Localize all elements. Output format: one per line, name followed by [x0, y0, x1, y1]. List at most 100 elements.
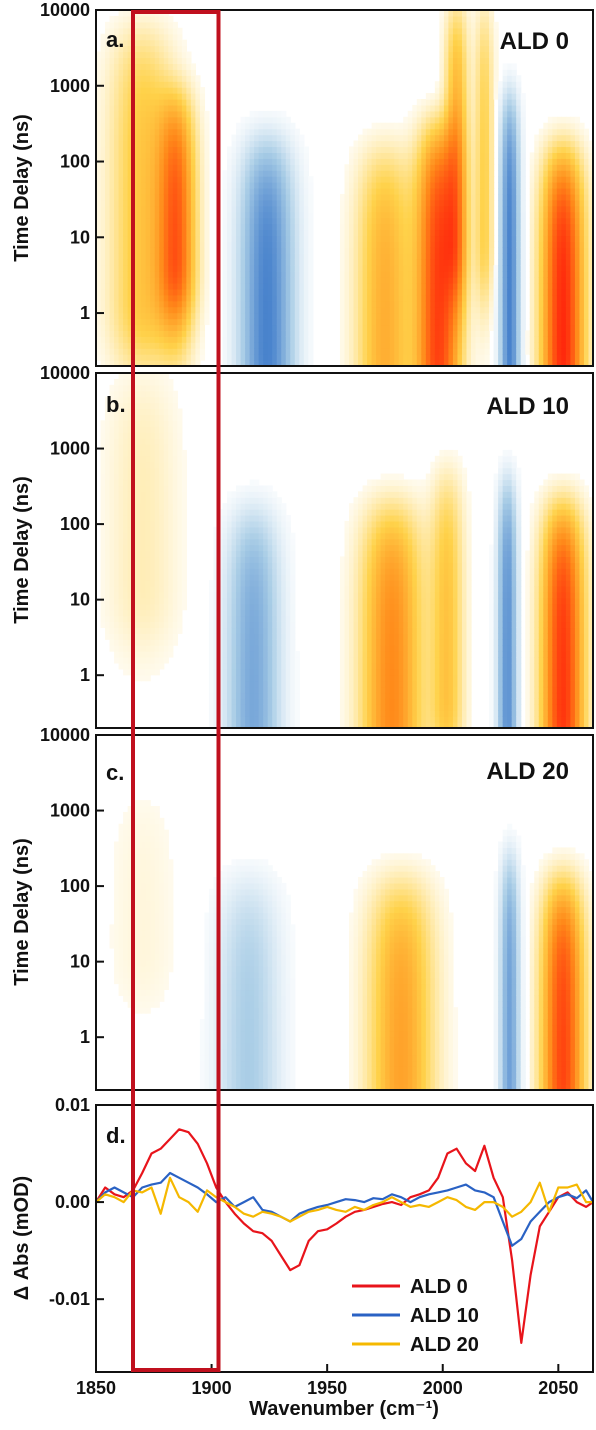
heatmap-cell — [588, 294, 593, 302]
heatmap-cell — [258, 229, 264, 237]
heatmap-cell — [376, 259, 382, 266]
heatmap-cell — [127, 294, 133, 302]
heatmap-cell — [547, 294, 553, 302]
heatmap-cell — [227, 330, 233, 337]
heatmap-cell — [443, 69, 450, 76]
heatmap-cell — [394, 134, 400, 142]
heatmap-cell — [480, 360, 486, 366]
heatmap-cell — [516, 170, 522, 177]
heatmap-cell — [475, 93, 481, 100]
heatmap-cell — [457, 354, 463, 361]
heatmap-cell — [123, 211, 129, 219]
heatmap-cell — [150, 21, 156, 29]
heatmap-cell — [385, 336, 391, 343]
heatmap-cell — [177, 282, 183, 290]
heatmap-cell — [100, 538, 106, 546]
heatmap-cell — [403, 342, 409, 349]
heatmap-cell — [227, 170, 233, 177]
heatmap-cell — [367, 259, 373, 266]
heatmap-cell — [475, 217, 481, 225]
heatmap-cell — [412, 330, 418, 337]
heatmap-cell — [502, 336, 508, 343]
heatmap-cell — [303, 170, 309, 177]
heatmap-cell — [430, 134, 436, 142]
heatmap-cell — [475, 223, 481, 231]
heatmap-cell — [159, 217, 165, 225]
heatmap-cell — [186, 110, 192, 118]
heatmap-cell — [258, 170, 264, 177]
heatmap-cell — [475, 10, 481, 17]
heatmap-cell — [276, 259, 282, 266]
heatmap-cell — [574, 306, 581, 314]
heatmap-cell — [294, 134, 300, 142]
heatmap-cell — [276, 158, 282, 165]
heatmap-cell — [123, 164, 129, 171]
heatmap-cell — [389, 229, 395, 237]
heatmap-cell — [448, 300, 454, 308]
heatmap-cell — [159, 140, 165, 148]
heatmap-cell — [150, 330, 156, 337]
heatmap-cell — [520, 253, 526, 260]
heatmap-cell — [254, 188, 260, 195]
heatmap-cell — [181, 39, 187, 47]
heatmap-cell — [109, 122, 115, 130]
heatmap-cell — [565, 217, 572, 225]
heatmap-cell — [362, 282, 368, 290]
heatmap-cell — [520, 104, 526, 112]
heatmap-cell — [294, 300, 300, 308]
heatmap-cell — [145, 87, 151, 94]
heatmap-cell — [516, 330, 522, 337]
heatmap-cell — [439, 188, 445, 195]
heatmap-cell — [425, 199, 431, 207]
heatmap-cell — [556, 158, 562, 165]
heatmap-cell — [141, 122, 147, 130]
heatmap-cell — [403, 318, 409, 326]
heatmap-cell — [565, 134, 572, 142]
heatmap-cell — [141, 193, 147, 201]
heatmap-cell — [290, 152, 296, 159]
heatmap-cell — [118, 27, 124, 35]
heatmap-cell — [516, 229, 522, 237]
heatmap-cell — [511, 93, 517, 100]
heatmap-cell — [538, 146, 544, 153]
heatmap-cell — [272, 300, 278, 308]
heatmap-cell — [109, 330, 115, 337]
heatmap-cell — [362, 152, 368, 159]
heatmap-cell — [204, 259, 210, 266]
heatmap-cell — [389, 199, 395, 207]
heatmap-cell — [475, 306, 481, 314]
heatmap-cell — [466, 193, 472, 201]
heatmap-cell — [168, 354, 174, 361]
heatmap-cell — [222, 188, 228, 195]
heatmap-cell — [538, 199, 544, 207]
heatmap-cell — [109, 306, 115, 314]
heatmap-cell — [457, 277, 463, 284]
heatmap-cell — [114, 128, 120, 136]
heatmap-cell — [421, 306, 427, 314]
heatmap-cell — [118, 57, 124, 64]
heatmap-cell — [109, 229, 115, 237]
heatmap-cell — [339, 294, 346, 302]
heatmap-cell — [190, 300, 196, 308]
panel-title-a: ALD 0 — [500, 28, 569, 55]
heatmap-cell — [236, 253, 242, 260]
heatmap-cell — [177, 69, 183, 76]
heatmap-cell — [389, 164, 395, 171]
heatmap-cell — [439, 235, 445, 242]
heatmap-cell — [344, 312, 350, 320]
heatmap-cell — [516, 128, 522, 136]
heatmap-cell — [358, 259, 364, 266]
heatmap-cell — [434, 312, 440, 320]
heatmap-cell — [181, 330, 187, 337]
heatmap-cell — [141, 158, 147, 165]
heatmap-cell — [367, 253, 373, 260]
heatmap-cell — [461, 81, 468, 88]
heatmap-cell — [136, 241, 142, 248]
heatmap-cell — [105, 396, 111, 404]
heatmap-cell — [561, 217, 567, 225]
heatmap-cell — [159, 312, 165, 320]
heatmap-cell — [461, 128, 468, 136]
heatmap-cell — [443, 116, 450, 124]
heatmap-cell — [145, 354, 151, 361]
heatmap-cell — [100, 544, 106, 552]
